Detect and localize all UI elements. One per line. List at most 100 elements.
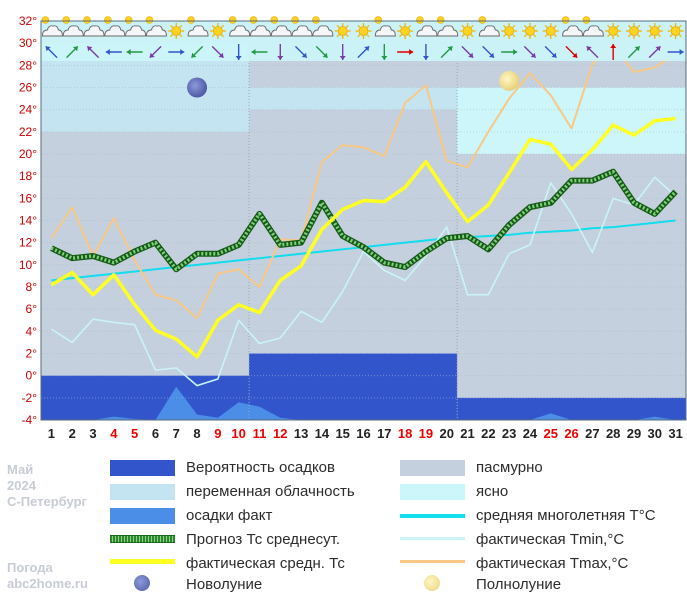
wind-arrow-icon xyxy=(461,45,474,59)
cloud-shape xyxy=(291,25,313,37)
y-tick-label: 32° xyxy=(19,14,37,28)
x-tick-label: 30 xyxy=(648,426,662,440)
x-tick-label: 28 xyxy=(606,426,620,440)
sun-icon xyxy=(625,23,642,39)
sun-disc xyxy=(608,26,619,36)
sun-ray xyxy=(345,24,349,28)
cloud-sun-disc xyxy=(436,16,445,24)
sun-ray xyxy=(553,34,557,38)
wind-arrow-head xyxy=(277,56,284,60)
wind-arrow-head xyxy=(322,52,328,58)
wind-arrow-head xyxy=(149,52,155,58)
cloud-sun-disc xyxy=(416,16,424,24)
sun-ray xyxy=(678,24,682,28)
wind-arrow-icon xyxy=(277,44,284,60)
wind-arrow-icon xyxy=(315,45,329,59)
legend-label-forecast-mean: Прогноз Тс среднесут. xyxy=(186,531,341,548)
wind-arrow-head xyxy=(409,49,414,55)
sun-ray xyxy=(523,34,527,38)
sun-icon xyxy=(459,23,476,39)
wind-arrow-head xyxy=(235,56,242,60)
sky-band-partly_cloudy-2 xyxy=(249,87,458,110)
sun-ray xyxy=(637,24,641,28)
wind-arrow-head xyxy=(45,46,51,52)
cloud-sun-disc xyxy=(291,16,299,24)
legend-label-fact-tmax: фактическая Tmax,°C xyxy=(476,555,629,572)
sun-icon xyxy=(168,23,185,39)
legend-swatch-forecast-mean xyxy=(110,535,175,543)
cloud-shape xyxy=(125,25,147,37)
sun-ray xyxy=(544,34,548,38)
x-tick-label: 13 xyxy=(294,426,308,440)
wind-arrow-icon xyxy=(235,44,242,60)
wind-arrow-head xyxy=(655,46,661,52)
wind-arrow-icon xyxy=(482,45,495,59)
legend-label-fact-mean: фактическая средн. Тс xyxy=(186,555,345,572)
wind-arrow-icon xyxy=(149,45,162,59)
sun-disc xyxy=(649,26,660,36)
cloud-sun-disc xyxy=(228,16,237,24)
x-tick-label: 27 xyxy=(585,426,599,440)
caption-site-line1: Погода xyxy=(7,560,53,575)
wind-arrow-icon xyxy=(565,45,578,59)
sun-ray xyxy=(366,24,370,28)
x-tick-label: 4 xyxy=(110,426,118,440)
x-tick-label: 9 xyxy=(214,426,221,440)
caption-city: С-Петербург xyxy=(7,494,87,509)
sun-ray xyxy=(220,34,224,38)
y-tick-label: 14° xyxy=(19,214,37,228)
sun-icon xyxy=(667,23,684,39)
sun-ray xyxy=(179,34,183,38)
x-tick-label: 6 xyxy=(152,426,159,440)
sun-ray xyxy=(170,34,174,38)
wind-arrow-head xyxy=(489,52,494,58)
cloud-icon xyxy=(561,16,584,37)
cloud-shape xyxy=(582,25,604,37)
cloud-shape xyxy=(62,25,84,37)
y-tick-label: -2° xyxy=(22,391,38,405)
cloud-icon xyxy=(83,16,105,37)
x-tick-label: 14 xyxy=(315,426,330,440)
sun-ray xyxy=(533,34,537,38)
sun-ray xyxy=(220,24,224,28)
wind-arrow-icon xyxy=(381,44,388,60)
x-tick-label: 24 xyxy=(523,426,538,440)
caption-month: Май xyxy=(7,462,34,477)
x-tick-label: 1 xyxy=(48,426,55,440)
sun-disc xyxy=(171,26,182,36)
sun-ray xyxy=(357,34,361,38)
y-tick-label: 20° xyxy=(19,147,37,161)
caption-year: 2024 xyxy=(7,478,36,493)
y-tick-label: 24° xyxy=(19,103,37,117)
sun-icon xyxy=(334,23,351,39)
sun-disc xyxy=(400,26,411,36)
wind-arrow-head xyxy=(381,56,388,60)
wind-arrow-icon xyxy=(211,45,225,59)
x-tick-label: 3 xyxy=(89,426,96,440)
cloud-icon xyxy=(228,16,251,37)
y-tick-label: 0° xyxy=(26,369,38,383)
sun-icon xyxy=(209,23,226,39)
wind-arrow-head xyxy=(180,49,185,55)
wind-arrow-icon xyxy=(251,49,268,55)
sun-ray xyxy=(398,24,403,28)
cloud-sun-disc xyxy=(374,16,383,24)
x-tick-label: 10 xyxy=(231,426,245,440)
wind-arrow-head xyxy=(634,46,640,52)
wind-arrow-head xyxy=(468,52,474,58)
sun-ray xyxy=(627,34,631,38)
wind-arrow-head xyxy=(364,46,370,52)
sun-icon xyxy=(646,23,663,39)
sun-ray xyxy=(607,24,611,28)
cloud-sun-disc xyxy=(83,16,91,24)
weather-icons-row xyxy=(41,16,686,61)
wind-arrow-icon xyxy=(294,45,308,59)
legend-swatch-climate-mean xyxy=(400,514,465,518)
sun-ray xyxy=(657,34,661,38)
sun-ray xyxy=(637,34,641,38)
cloud-icon xyxy=(312,16,334,37)
x-tick-label: 19 xyxy=(419,426,433,440)
caption-site-line2: abc2home.ru xyxy=(7,576,88,591)
cloud-sun-disc xyxy=(62,16,71,24)
wind-arrow-icon xyxy=(610,44,617,60)
